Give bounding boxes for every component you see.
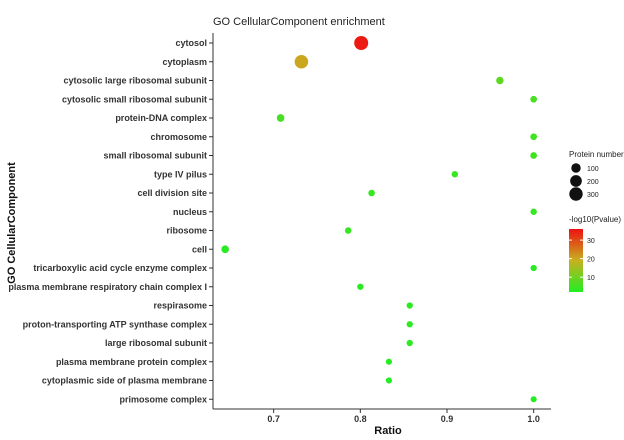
- data-point: [344, 227, 352, 234]
- chart-title: GO CellularComponent enrichment: [213, 16, 385, 28]
- size-legend-marker: [570, 175, 582, 187]
- x-tick-label: 0.8: [354, 414, 367, 424]
- data-point: [368, 189, 375, 197]
- data-point: [530, 264, 537, 272]
- data-point: [530, 152, 538, 159]
- data-point: [451, 171, 459, 178]
- x-tick-label: 0.7: [267, 414, 280, 424]
- data-points: [221, 36, 538, 403]
- category-label: protein-DNA complex: [115, 113, 207, 123]
- color-legend-title: -log10(Pvalue): [569, 215, 621, 224]
- category-label: cytosol: [175, 38, 207, 48]
- data-point: [354, 36, 369, 50]
- category-label: cell: [192, 244, 207, 254]
- size-legend-label: 200: [587, 179, 599, 186]
- color-legend-label: 20: [587, 257, 595, 264]
- data-point: [406, 339, 413, 347]
- category-label: cytoplasm: [162, 57, 207, 67]
- size-legend-marker: [569, 187, 583, 201]
- data-point: [530, 208, 537, 215]
- size-legend-label: 100: [587, 166, 599, 173]
- x-axis-ticks: 0.7 0.8 0.9 1.0: [267, 409, 540, 424]
- size-legend: Protein number 100 200 300: [569, 150, 624, 201]
- category-label: primosome complex: [119, 394, 207, 404]
- x-axis-label: Ratio: [374, 425, 402, 437]
- data-point: [530, 133, 538, 141]
- plot-area: [212, 33, 551, 410]
- data-point: [385, 358, 393, 365]
- color-legend: -log10(Pvalue) 10 20 30: [569, 215, 621, 292]
- data-point: [496, 76, 504, 85]
- x-tick-label: 1.0: [527, 414, 540, 424]
- color-legend-label: 10: [587, 275, 595, 282]
- category-label: type IV pilus: [154, 169, 207, 179]
- data-point: [406, 302, 413, 309]
- category-label: cytosolic small ribosomal subunit: [62, 94, 207, 104]
- category-label: proton-transporting ATP synthase complex: [23, 319, 207, 329]
- color-legend-bar: [569, 229, 583, 292]
- data-point: [385, 377, 393, 384]
- category-label: respirasome: [153, 301, 207, 311]
- size-legend-title: Protein number: [569, 150, 624, 159]
- category-label: nucleus: [173, 207, 207, 217]
- category-label: cytoplasmic side of plasma membrane: [42, 376, 207, 386]
- y-axis-label: GO CellularComponent: [6, 162, 18, 284]
- category-label: plasma membrane protein complex: [56, 357, 207, 367]
- data-point: [276, 114, 285, 122]
- data-point: [406, 321, 413, 328]
- category-label: ribosome: [166, 226, 207, 236]
- category-label: chromosome: [150, 132, 207, 142]
- category-labels: cytosol cytoplasm cytosolic large ribosoma…: [8, 38, 213, 404]
- data-point: [294, 54, 309, 69]
- size-legend-marker: [571, 163, 581, 173]
- category-label: large ribosomal subunit: [105, 338, 207, 348]
- data-point: [530, 95, 538, 103]
- category-label: plasma membrane respiratory chain comple…: [8, 282, 207, 292]
- color-legend-label: 30: [587, 238, 595, 245]
- size-legend-label: 300: [587, 192, 599, 199]
- category-label: cytosolic large ribosomal subunit: [63, 76, 207, 86]
- data-point: [530, 396, 537, 403]
- category-label: small ribosomal subunit: [103, 151, 207, 161]
- x-tick-label: 0.9: [441, 414, 454, 424]
- data-point: [221, 245, 229, 254]
- category-label: cell division site: [137, 188, 207, 198]
- category-label: tricarboxylic acid cycle enzyme complex: [33, 263, 207, 273]
- data-point: [357, 283, 364, 290]
